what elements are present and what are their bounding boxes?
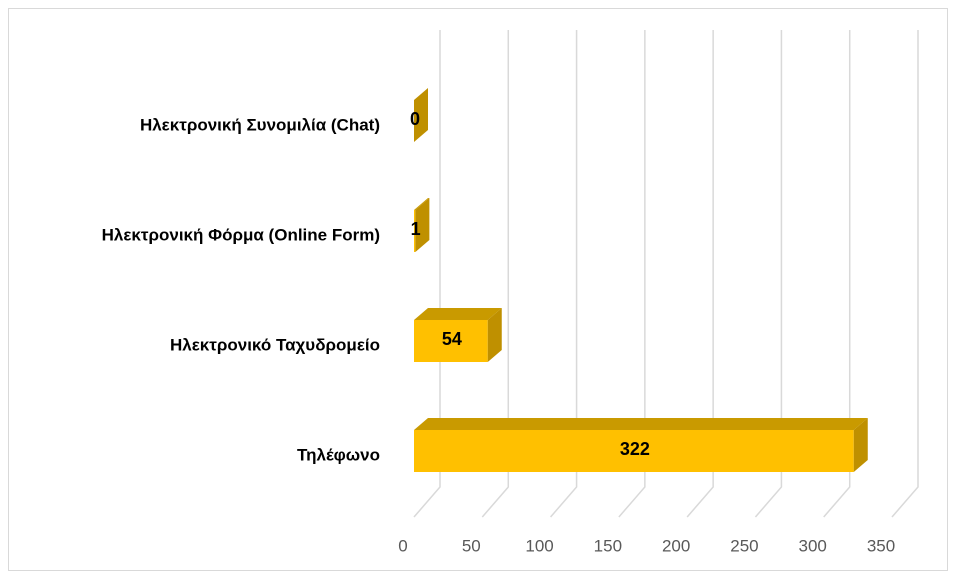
bar-side — [487, 308, 502, 362]
bar-side — [415, 198, 430, 252]
x-tick-label: 150 — [594, 536, 622, 555]
x-tick-label: 350 — [867, 536, 895, 555]
grid-line — [413, 30, 441, 518]
x-tick-label: 50 — [462, 536, 481, 555]
x-tick-label: 200 — [662, 536, 690, 555]
grid-line — [686, 30, 714, 518]
category-label: Τηλέφωνο — [297, 445, 380, 464]
x-tick-label: 300 — [799, 536, 827, 555]
bar-top — [414, 308, 502, 320]
grid-line — [891, 30, 919, 518]
grid-line — [618, 30, 646, 518]
x-tick-label: 0 — [398, 536, 407, 555]
bar — [414, 430, 854, 472]
x-tick-label: 100 — [525, 536, 553, 555]
value-label: 322 — [620, 439, 650, 459]
category-label: Ηλεκτρονική Φόρμα (Online Form) — [102, 225, 380, 244]
grid-line — [823, 30, 851, 518]
value-label: 54 — [442, 329, 462, 349]
category-label: Ηλεκτρονική Συνομιλία (Chat) — [140, 115, 380, 134]
grid-line — [481, 30, 510, 518]
value-label: 0 — [410, 109, 420, 129]
chart-border — [8, 8, 948, 571]
bar-top — [414, 418, 868, 430]
value-label: 1 — [411, 219, 421, 239]
bar — [414, 320, 488, 362]
x-tick-label: 250 — [730, 536, 758, 555]
bar — [414, 210, 416, 252]
grid-line — [754, 30, 783, 518]
grid-line — [550, 30, 578, 518]
bar-side — [414, 88, 428, 142]
category-label: Ηλεκτρονικό Ταχυδρομείο — [170, 335, 380, 354]
bar-top — [414, 198, 430, 210]
bar-side — [853, 418, 868, 472]
